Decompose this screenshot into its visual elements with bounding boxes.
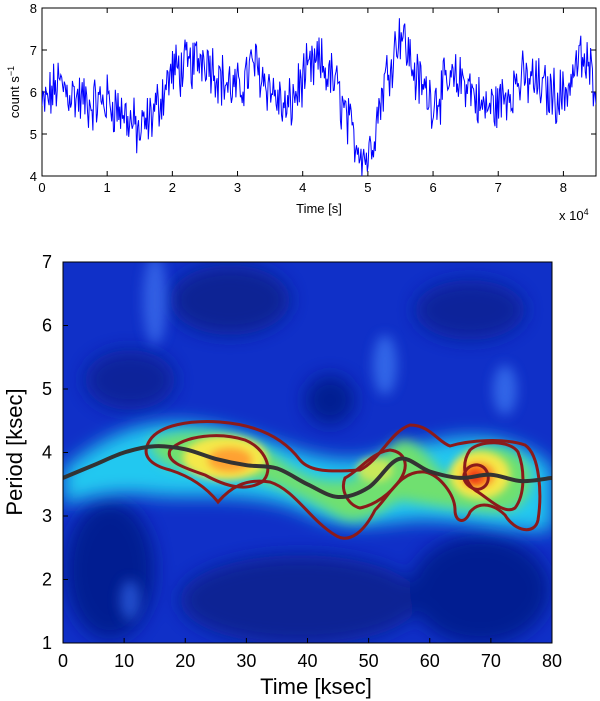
y-tick-label: 7 [30,43,37,58]
x-tick-label: 1 [104,180,111,195]
y-tick-label: 1 [42,633,52,653]
y-tick-label: 7 [42,252,52,272]
x-multiplier-base: x 10 [559,208,584,223]
x-tick-label: 60 [420,651,440,671]
light-curve-y-label-exponent: −1 [6,66,16,76]
significance-contours [144,420,542,540]
y-tick-label: 6 [30,85,37,100]
x-tick-label: 10 [114,651,134,671]
wavelet-panel: 0 10 20 30 40 50 60 70 80 1 2 3 4 5 6 7 Time [ksec] Per… [2,252,562,699]
y-tick-label: 6 [42,316,52,336]
x-tick-label: 0 [38,180,45,195]
x-tick-label: 8 [560,180,567,195]
light-curve-y-label-base: count s [7,76,22,118]
y-tick-label: 4 [42,443,52,463]
light-curve-series [42,18,596,176]
period-ridge-line [63,444,552,500]
x-multiplier-label: x 104 [559,207,589,223]
x-tick-label: 0 [58,651,68,671]
wavelet-ticks: 0 10 20 30 40 50 60 70 80 1 2 3 4 5 6 7 [42,252,562,671]
x-tick-label: 80 [542,651,562,671]
light-curve-x-label: Time [s] [296,201,342,216]
wavelet-y-label: Period [ksec] [2,388,27,515]
x-tick-label: 40 [297,651,317,671]
x-tick-label: 5 [364,180,371,195]
x-tick-label: 6 [429,180,436,195]
light-curve-ticks: 0 1 2 3 4 5 6 7 8 4 5 6 7 8 [30,1,596,195]
light-curve-y-label: count s−1 [6,66,22,118]
y-tick-label: 2 [42,570,52,590]
heatmap-mid-regions [120,262,517,620]
x-tick-label: 50 [359,651,379,671]
wavelet-heatmap [63,262,552,643]
x-tick-label: 7 [495,180,502,195]
y-tick-label: 4 [30,169,37,184]
x-tick-label: 4 [299,180,306,195]
y-tick-label: 5 [42,379,52,399]
x-tick-label: 3 [234,180,241,195]
svg-text:count s−1: count s−1 [6,66,22,118]
x-multiplier-exponent: 4 [584,207,589,217]
heatmap-low-regions [65,265,550,643]
y-tick-label: 3 [42,506,52,526]
x-tick-label: 30 [236,651,256,671]
x-tick-label: 70 [481,651,501,671]
y-tick-label: 5 [30,127,37,142]
y-tick-label: 8 [30,1,37,16]
wavelet-x-label: Time [ksec] [260,674,372,699]
x-tick-label: 2 [169,180,176,195]
x-tick-label: 20 [175,651,195,671]
